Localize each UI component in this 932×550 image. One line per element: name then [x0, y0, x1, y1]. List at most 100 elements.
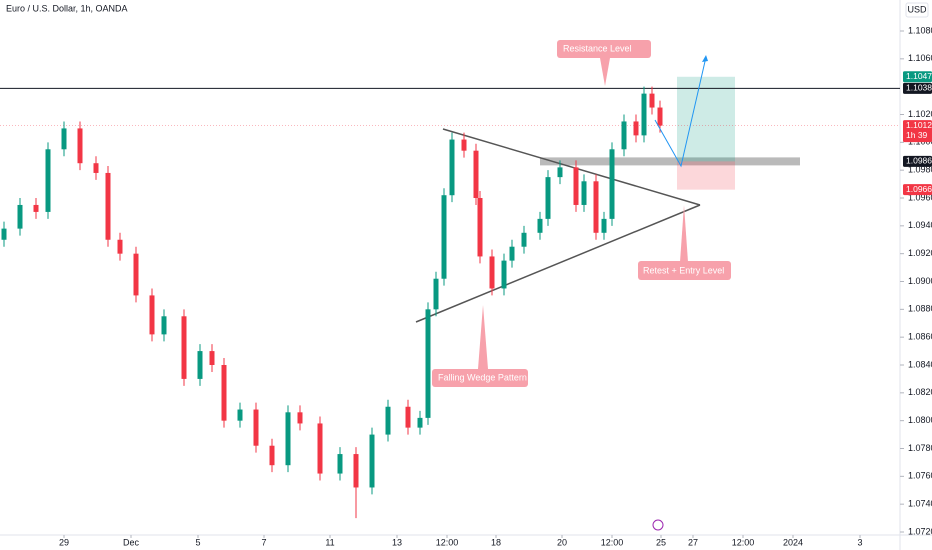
candle-body [521, 232, 527, 247]
x-tick-label: 27 [688, 537, 698, 547]
price-tag [903, 184, 932, 196]
candle-body [489, 256, 495, 289]
candle-body [181, 316, 187, 379]
y-tick-label: 1.07200 [908, 526, 932, 536]
candle-body [269, 445, 275, 466]
x-tick-label: 5 [195, 537, 200, 547]
candle-body [449, 139, 455, 196]
candle-body [581, 181, 587, 205]
candle-body [657, 107, 663, 126]
x-tick-label: 12:00 [436, 537, 459, 547]
event-icon[interactable] [652, 519, 664, 531]
candle-body [433, 278, 439, 310]
candle-body [317, 423, 323, 474]
y-tick-label: 1.10800 [908, 25, 932, 35]
candle-body [17, 204, 23, 229]
y-tick-label: 1.09800 [908, 165, 932, 175]
y-tick-label: 1.08800 [908, 304, 932, 314]
x-tick-label: 12:00 [601, 537, 624, 547]
callout-pointer [600, 58, 610, 86]
candle-body [425, 309, 431, 418]
candle-body [621, 121, 627, 150]
x-tick-label: 7 [261, 537, 266, 547]
annotation: Falling Wedge Pattern [438, 372, 527, 382]
x-tick-label: 20 [557, 537, 567, 547]
x-tick-label: 29 [59, 537, 69, 547]
y-tick-label: 1.08400 [908, 359, 932, 369]
y-tick-label: 1.08000 [908, 415, 932, 425]
candle-body [253, 409, 259, 446]
callout [557, 40, 651, 58]
price-tag-label: 1.09660 [906, 184, 932, 194]
y-tick-label: 1.09600 [908, 192, 932, 202]
candle-body [417, 417, 423, 428]
candle-body [641, 93, 647, 136]
candle-body [545, 177, 551, 219]
candle-body [1, 228, 7, 240]
chart-title: Euro / U.S. Dollar, 1h, OANDA [6, 3, 128, 13]
y-tick-label: 1.09400 [908, 220, 932, 230]
candle-body [601, 218, 607, 233]
x-tick-label: 13 [392, 537, 402, 547]
candle-body [461, 139, 467, 151]
candle-body [477, 198, 483, 257]
candle-body [501, 260, 507, 289]
candle-body [45, 149, 51, 212]
y-tick-label: 1.07600 [908, 471, 932, 481]
candle-body [105, 172, 111, 240]
candle-body [285, 412, 291, 466]
candle-body [133, 253, 139, 296]
x-tick-label: 18 [491, 537, 501, 547]
candle-body [221, 365, 227, 421]
price-countdown: 1h 39 [906, 130, 928, 140]
x-tick-label: 12:00 [732, 537, 755, 547]
currency-box[interactable] [905, 2, 929, 18]
price-tag [903, 155, 932, 167]
y-tick-label: 1.08200 [908, 387, 932, 397]
entry-zone [540, 157, 800, 166]
y-tick-label: 1.08600 [908, 332, 932, 342]
candle-body [473, 150, 479, 198]
annotation: Retest + Entry Level [643, 265, 724, 275]
candle-body [117, 239, 123, 254]
x-tick-label: Dec [123, 537, 140, 547]
price-tag [903, 120, 932, 143]
candle-body [149, 295, 155, 335]
candle-body [297, 412, 303, 424]
candle-body [369, 434, 375, 488]
callout [432, 369, 528, 387]
callout-pointer [478, 305, 488, 369]
currency[interactable]: USD [907, 4, 927, 14]
candle-body [93, 163, 99, 173]
annotation: Resistance Level [563, 43, 632, 53]
x-tick-label: 3 [857, 537, 862, 547]
candle-body [337, 454, 343, 474]
candle-body [593, 181, 599, 233]
price-tag-label: 1.10388 [906, 83, 932, 93]
profit-zone [677, 76, 735, 162]
wedge-lower [415, 204, 701, 323]
candle-body [33, 204, 39, 212]
candle-body [237, 409, 243, 421]
wedge-upper [442, 128, 701, 206]
candle-body [197, 351, 203, 379]
price-tag [903, 82, 932, 94]
callout-pointer [680, 205, 688, 262]
candle-body [209, 351, 215, 365]
price-tag [903, 71, 932, 83]
candle-body [61, 128, 67, 150]
candle-body [537, 218, 543, 233]
candle-body [649, 93, 655, 108]
x-tick-label: 2024 [783, 537, 803, 547]
y-tick-label: 1.09000 [908, 276, 932, 286]
x-tick-label: 11 [325, 537, 334, 547]
stop-zone [677, 161, 735, 190]
arrow-head [702, 55, 708, 62]
candle-body [609, 149, 615, 219]
y-tick-label: 1.07400 [908, 499, 932, 509]
y-tick-label: 1.09200 [908, 248, 932, 258]
callout [638, 261, 731, 280]
candle-body [633, 121, 639, 136]
